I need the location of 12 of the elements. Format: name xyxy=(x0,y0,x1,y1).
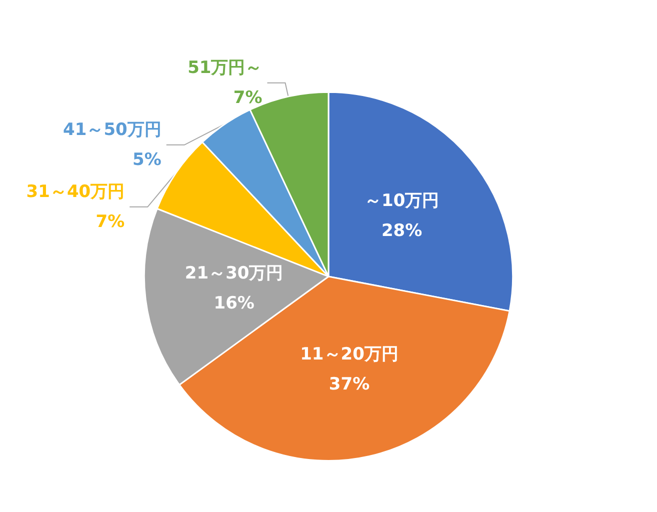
data-label: 7% xyxy=(233,88,262,108)
data-label: 28% xyxy=(381,220,422,241)
slice-label: ～10万円 xyxy=(364,190,440,211)
data-label: 16% xyxy=(214,293,254,314)
slice-label: 41～50万円 xyxy=(63,120,162,140)
slice-label: 51万円～ xyxy=(188,58,262,78)
data-label: 5% xyxy=(132,150,162,170)
data-label: 7% xyxy=(96,212,125,232)
slice-label: 21～30万円 xyxy=(184,263,284,284)
slice-label: 11～20万円 xyxy=(300,344,398,364)
slice-label: 31～40万円 xyxy=(26,182,125,202)
data-label: 37% xyxy=(328,374,370,394)
